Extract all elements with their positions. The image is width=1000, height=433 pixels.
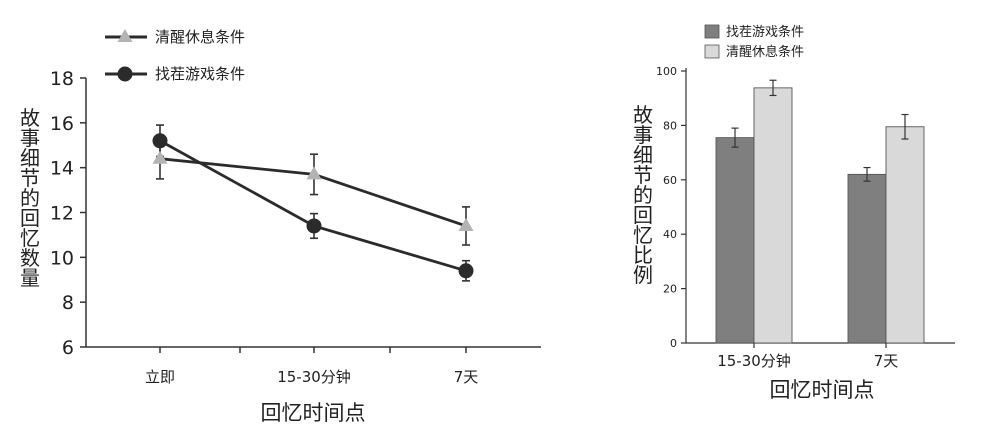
x-tick-label: 15-30分钟 [717,352,791,370]
data-point-circle [152,133,168,149]
legend-label-game: 找茬游戏条件 [726,24,804,40]
y-tick-label: 14 [50,158,74,180]
bar-legend: 找茬游戏条件 清醒休息条件 [704,24,804,60]
legend-swatch-rest [704,44,720,59]
y-tick-label: 0 [670,337,677,350]
data-point-circle [306,218,322,234]
y-tick-label: 40 [663,228,677,241]
legend-swatch-game [704,24,720,39]
data-point-circle [458,263,474,279]
x-tick-label: 立即 [145,368,175,386]
x-tick-label: 7天 [874,352,899,370]
legend-circle-marker [117,66,133,82]
x-tick-label: 15-30分钟 [277,368,351,386]
y-tick-label: 20 [663,283,677,296]
line-legend: 清醒休息条件 找茬游戏条件 [105,28,245,83]
y-tick-label: 12 [50,203,74,225]
y-tick-label: 10 [50,247,74,269]
y-tick-label: 100 [656,65,677,78]
data-point-triangle [458,217,474,231]
data-point-triangle [306,166,322,180]
y-tick-label: 6 [62,337,74,359]
series-line-1 [159,139,467,273]
y-tick-label: 16 [50,113,74,135]
bar [847,173,887,344]
legend-label-rest: 清醒休息条件 [155,28,245,46]
data-point-triangle [152,150,168,164]
line-chart: 清醒休息条件 找茬游戏条件 6 8 10 12 14 16 18 立即 15-30分钟 7天 故… [20,28,541,425]
y-tick-label: 60 [663,174,677,187]
y-tick-label: 80 [663,119,677,132]
y-tick-label: 8 [62,292,74,314]
x-tick-label: 7天 [454,368,479,386]
bar [885,126,925,344]
x-axis-title: 回忆时间点 [261,401,366,425]
y-axis-title: 故事细节的回忆比例 [633,103,653,287]
x-axis-title: 回忆时间点 [770,378,875,402]
bar [753,87,793,344]
legend-label-game: 找茬游戏条件 [155,65,245,83]
bar-chart: 找茬游戏条件 清醒休息条件 0 20 40 60 80 100 15-30分钟 7天 故事细… [633,24,955,402]
legend-triangle-marker [117,29,133,42]
y-tick-label: 18 [50,68,74,90]
legend-label-rest: 清醒休息条件 [726,44,804,60]
bar [715,137,755,344]
y-axis-title: 故事细节的回忆数量 [20,106,40,290]
